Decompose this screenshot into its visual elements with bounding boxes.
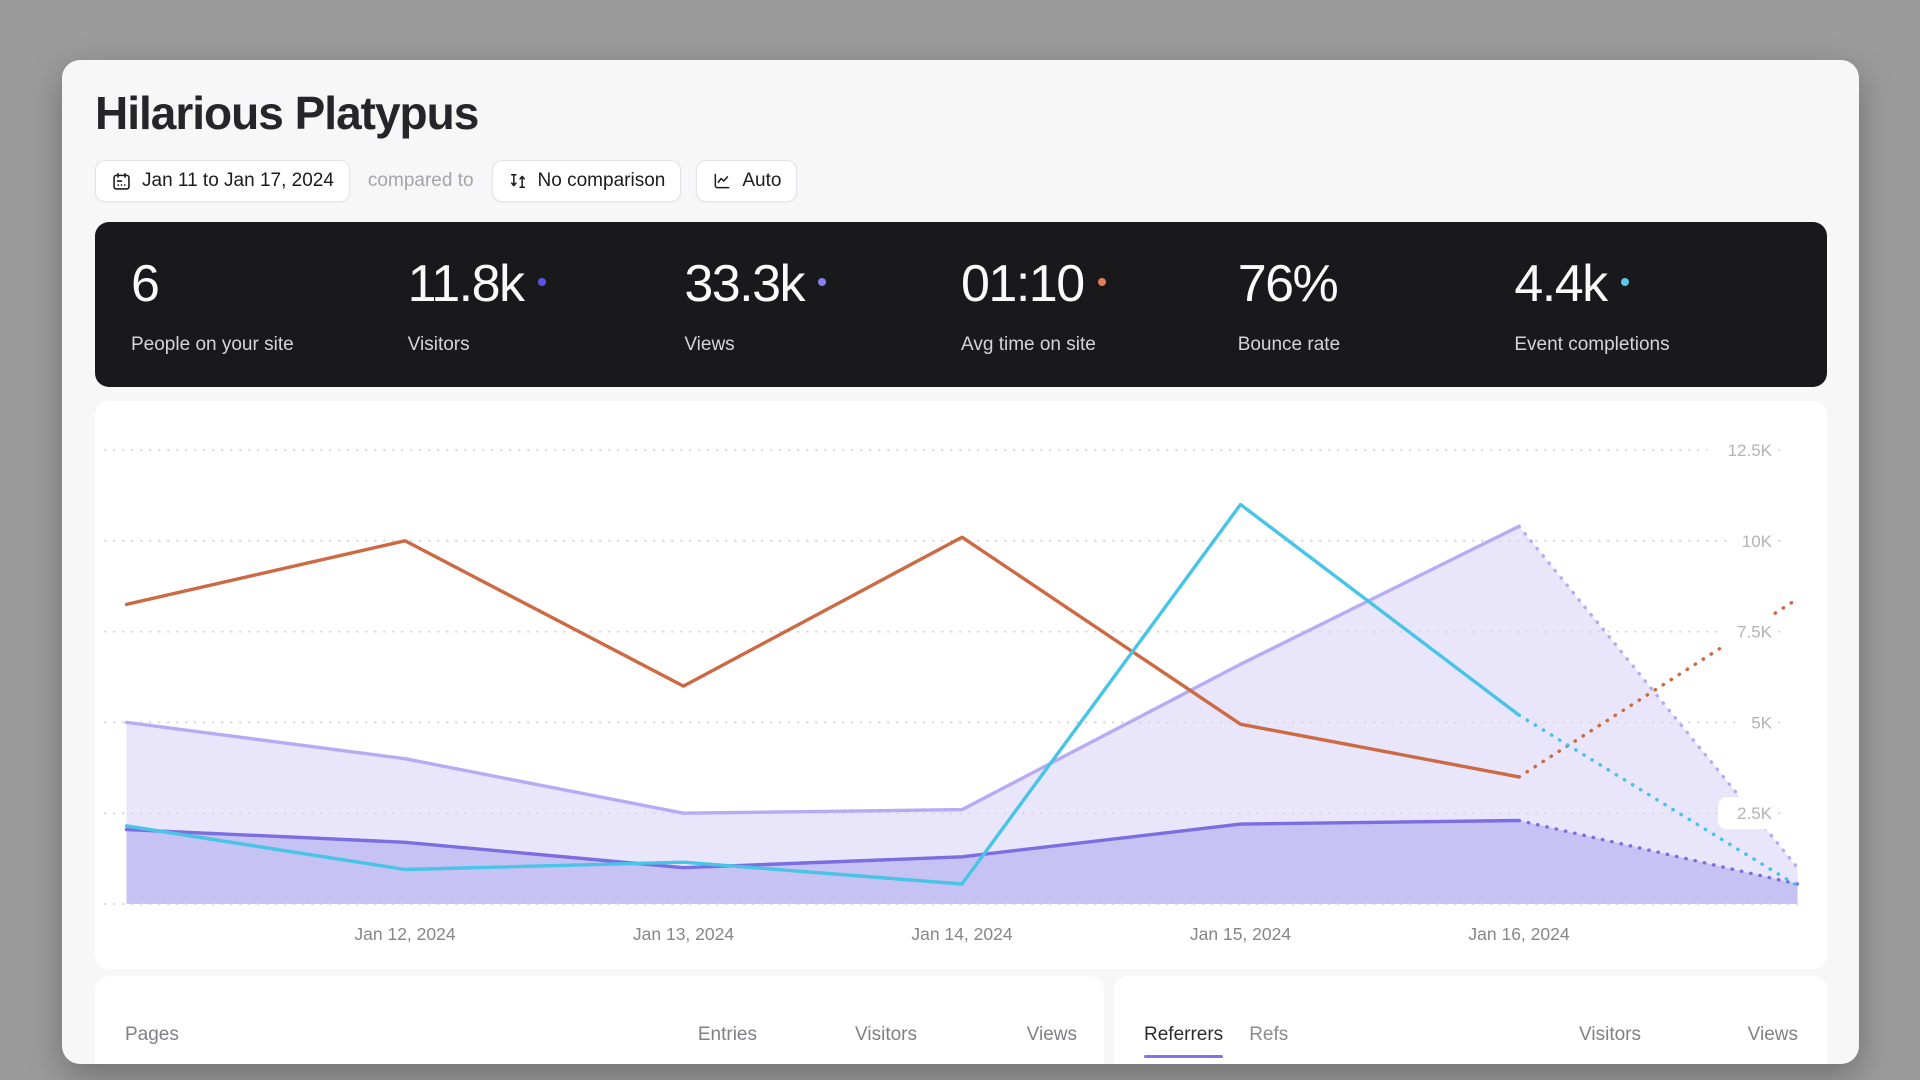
- stat-value: 01:10: [961, 255, 1085, 313]
- x-tick-label: Jan 16, 2024: [1468, 924, 1569, 944]
- interval-button[interactable]: Auto: [696, 160, 798, 202]
- stat-visitors[interactable]: 11.8k Visitors: [408, 222, 685, 387]
- stat-value: 76%: [1237, 255, 1339, 313]
- y-tick-pill: [1707, 434, 1778, 466]
- traffic-chart[interactable]: 2.5K 5K 7.5K 10K 12.5K Jan 12, 2024 Jan 13, 20…: [95, 401, 1827, 969]
- line-dotted-views: [1517, 524, 1800, 870]
- breakdown-row: Pages Entries Visitors Views Referrers R…: [95, 976, 1827, 1064]
- y-tick-pill: [1718, 615, 1778, 648]
- column-header-entries: Entries: [697, 1024, 757, 1045]
- calendar-icon: [111, 171, 132, 192]
- y-tick-label: 7.5K: [1737, 623, 1773, 642]
- line-visitors: [124, 818, 1521, 870]
- toolbar: Jan 11 to Jan 17, 2024 compared to No co…: [95, 160, 798, 202]
- compared-to-label: compared to: [367, 170, 474, 191]
- stat-value: 33.3k: [684, 255, 805, 313]
- pages-panel: Pages Entries Visitors Views: [95, 976, 1104, 1064]
- arrows-up-down-icon: [508, 171, 528, 191]
- tab-referrers[interactable]: Referrers: [1144, 1024, 1224, 1058]
- events-series-dot: [1620, 278, 1629, 286]
- stat-value: 4.4k: [1514, 255, 1608, 313]
- line-dotted-event-completions: [1517, 713, 1800, 888]
- x-tick-label: Jan 12, 2024: [354, 924, 455, 944]
- x-tick-label: Jan 13, 2024: [633, 924, 734, 944]
- column-header-views: Views: [1747, 1024, 1798, 1045]
- area-views: [126, 526, 1798, 904]
- column-header-views: Views: [1026, 1024, 1077, 1045]
- stat-views[interactable]: 33.3k Views: [684, 222, 961, 387]
- stat-people-on-site[interactable]: 6 People on your site: [131, 222, 408, 387]
- stat-label: Views: [684, 334, 735, 355]
- line-chart-icon: [712, 171, 732, 191]
- stat-label: Visitors: [407, 334, 470, 355]
- x-tick-label: Jan 15, 2024: [1190, 924, 1291, 944]
- stat-bounce-rate[interactable]: 76% Bounce rate: [1238, 222, 1515, 387]
- stat-value: 6: [131, 255, 160, 313]
- interval-label: Auto: [742, 170, 782, 191]
- referrers-panel: Referrers Refs Visitors Views: [1114, 976, 1827, 1064]
- x-tick-label: Jan 14, 2024: [911, 924, 1012, 944]
- stat-label: Avg time on site: [961, 334, 1096, 355]
- date-range-button[interactable]: Jan 11 to Jan 17, 2024: [95, 160, 350, 202]
- page-title: Hilarious Platypus: [95, 87, 479, 139]
- comparison-button[interactable]: No comparison: [491, 160, 682, 202]
- stat-value: 11.8k: [407, 255, 525, 313]
- comparison-label: No comparison: [537, 170, 666, 191]
- chart-canvas[interactable]: 2.5K 5K 7.5K 10K 12.5K Jan 12, 2024 Jan 13, 20…: [95, 401, 1827, 969]
- pages-panel-title: Pages: [125, 1024, 179, 1045]
- stats-bar: 6 People on your site 11.8k Visitors 33.…: [95, 222, 1827, 387]
- visitors-series-dot: [537, 278, 546, 286]
- stat-label: Bounce rate: [1237, 334, 1341, 355]
- line-event-completions: [124, 502, 1521, 886]
- y-tick-label: 12.5K: [1728, 441, 1773, 460]
- y-tick-label: 5K: [1751, 713, 1772, 732]
- tab-refs[interactable]: Refs: [1249, 1024, 1289, 1045]
- column-header-visitors: Visitors: [855, 1024, 917, 1045]
- line-views: [124, 524, 1521, 815]
- dashboard-page: Hilarious Platypus Jan 11 to Jan 17, 202…: [62, 60, 1859, 1064]
- y-tick-label: 2.5K: [1737, 804, 1773, 823]
- stat-label: People on your site: [131, 334, 294, 355]
- views-series-dot: [818, 278, 827, 286]
- y-tick-pill: [1739, 706, 1778, 739]
- line-avg-time-on-site: [124, 535, 1521, 779]
- area-visitors: [126, 820, 1798, 904]
- stat-avg-time[interactable]: 01:10 Avg time on site: [961, 222, 1238, 387]
- column-header-visitors: Visitors: [1579, 1024, 1641, 1045]
- stat-event-completions[interactable]: 4.4k Event completions: [1514, 222, 1791, 387]
- y-tick-pill: [1718, 797, 1778, 830]
- y-tick-label: 10K: [1742, 532, 1773, 551]
- date-range-label: Jan 11 to Jan 17, 2024: [142, 170, 334, 191]
- avg-time-series-dot: [1097, 278, 1106, 286]
- stat-label: Event completions: [1514, 334, 1670, 355]
- y-tick-pill: [1728, 524, 1778, 557]
- line-dotted-visitors: [1517, 818, 1800, 886]
